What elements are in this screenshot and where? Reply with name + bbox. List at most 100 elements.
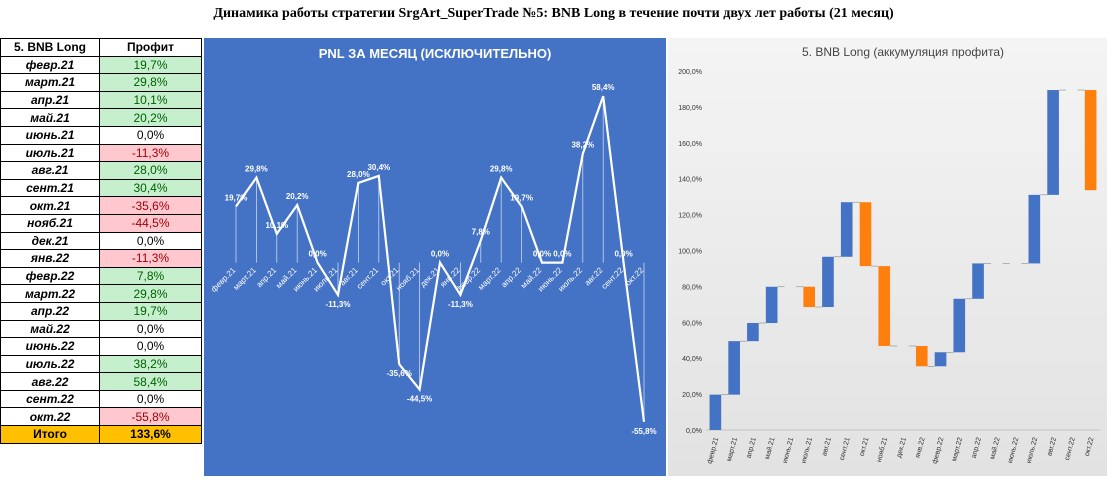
y-tick-label: 160,0% (678, 141, 702, 148)
month-cell: июль.21 (0, 143, 100, 163)
table-header-row: 5. BNB Long Профит (0, 38, 202, 57)
x-tick-label: февр.21 (209, 265, 238, 294)
profit-cell: -11,3% (99, 143, 202, 163)
profit-table: 5. BNB Long Профит февр.21 19,7% март.21 29… (0, 38, 202, 444)
month-cell: авг.22 (0, 372, 100, 391)
x-tick-label: апр.21 (746, 437, 758, 459)
table-row: февр.22 7,8% (0, 266, 202, 286)
table-row: янв.22 -11,3% (0, 249, 202, 268)
x-tick-label: нояб.21 (875, 436, 889, 463)
x-tick-label: май.21 (763, 436, 777, 460)
data-label: 29,8% (490, 165, 513, 174)
x-tick-label: март.21 (232, 265, 259, 292)
x-tick-label: окт.21 (859, 437, 871, 457)
data-label: 30,4% (367, 163, 390, 172)
table-row: дек.21 0,0% (0, 231, 202, 251)
table-row: сент.22 0,0% (0, 389, 202, 409)
data-label: -44,5% (407, 395, 432, 404)
x-tick-label: февр.21 (707, 437, 721, 465)
month-cell: нояб.21 (0, 213, 100, 233)
pnl-series-line (235, 95, 646, 422)
pnl-line-chart: PNL ЗА МЕСЯЦ (ИСКЛЮЧИТЕЛЬНО) 19,7% февр.21… (204, 38, 666, 476)
x-tick-label: авг.21 (821, 437, 833, 457)
profit-cell: 30,4% (99, 178, 202, 198)
profit-cell: 20,2% (99, 108, 202, 127)
profit-cell: 0,0% (99, 337, 202, 356)
y-tick-label: 60,0% (682, 320, 702, 327)
data-label: 19,7% (510, 193, 533, 202)
accumulation-waterfall-chart: 5. BNB Long (аккумуляция профита) 0,0% 20,… (668, 38, 1107, 476)
y-tick-label: 20,0% (682, 392, 702, 399)
data-label: 20,2% (286, 192, 309, 201)
x-tick-label: июнь.21 (782, 437, 796, 464)
table-row: июль.21 -11,3% (0, 143, 202, 163)
waterfall-bar (859, 202, 872, 267)
waterfall-bar (747, 323, 759, 342)
x-tick-label: май.22 (988, 436, 1002, 460)
profit-cell: 0,0% (99, 231, 202, 251)
waterfall-bar (803, 286, 816, 308)
month-cell: апр.22 (0, 301, 100, 321)
profit-cell: 7,8% (99, 266, 202, 286)
waterfall-bar (765, 286, 778, 324)
x-tick-label: июль.22 (1026, 437, 1040, 464)
month-cell: окт.22 (0, 407, 100, 427)
y-tick-label: 100,0% (678, 249, 702, 256)
data-label: -11,3% (448, 300, 473, 309)
waterfall-bar (1028, 194, 1041, 264)
x-tick-label: дек.21 (896, 437, 908, 459)
profit-cell: -35,6% (99, 196, 202, 215)
chart-title: 5. BNB Long (аккумуляция профита) (802, 45, 1004, 59)
y-tick-label: 120,0% (678, 213, 702, 220)
data-label: 0,0% (431, 250, 449, 259)
waterfall-bar (915, 345, 928, 367)
profit-cell: -55,8% (99, 407, 202, 427)
x-tick-label: окт.22 (624, 265, 646, 287)
x-tick-label: янв.22 (914, 437, 926, 459)
month-cell: окт.21 (0, 196, 100, 215)
table-row: июнь.21 0,0% (0, 125, 202, 145)
data-label: 38,2% (571, 141, 594, 150)
month-cell: март.21 (0, 73, 100, 92)
month-cell: сент.22 (0, 389, 100, 409)
table-row: авг.22 58,4% (0, 372, 202, 391)
waterfall-bar (878, 266, 891, 346)
table-row: авг.21 28,0% (0, 161, 202, 180)
profit-cell: 0,0% (99, 319, 202, 339)
x-tick-label: март.22 (951, 437, 964, 463)
profit-cell: 58,4% (99, 372, 202, 391)
x-tick-label: окт.22 (1084, 437, 1096, 457)
x-tick-label: февр.22 (932, 437, 946, 465)
table-row: сент.21 30,4% (0, 178, 202, 198)
waterfall-bar (1084, 90, 1097, 191)
table-row: май.21 20,2% (0, 108, 202, 127)
profit-cell: 10,1% (99, 90, 202, 110)
page-title: Динамика работы стратегии SrgArt_SuperTr… (213, 6, 894, 21)
table-row: июль.22 38,2% (0, 354, 202, 374)
month-cell: май.21 (0, 108, 100, 127)
data-label: 58,4% (592, 83, 615, 92)
month-cell: февр.22 (0, 266, 100, 286)
chart-title: PNL ЗА МЕСЯЦ (ИСКЛЮЧИТЕЛЬНО) (319, 46, 552, 61)
month-cell: февр.21 (0, 55, 100, 75)
profit-cell: 29,8% (99, 73, 202, 92)
y-tick-label: 80,0% (682, 284, 702, 291)
y-tick-label: 180,0% (678, 105, 702, 112)
data-label: 29,8% (245, 165, 268, 174)
column-header-strategy: 5. BNB Long (0, 38, 100, 57)
data-label: 0,0% (533, 250, 551, 259)
pnl-line-chart-svg: PNL ЗА МЕСЯЦ (ИСКЛЮЧИТЕЛЬНО) 19,7% февр.21… (209, 46, 656, 436)
data-label: -11,3% (326, 300, 351, 309)
x-tick-label: нояб.21 (394, 265, 421, 292)
profit-cell: 38,2% (99, 354, 202, 374)
x-tick-label: апр.22 (971, 437, 983, 459)
profit-cell: -44,5% (99, 213, 202, 233)
profit-cell: 19,7% (99, 301, 202, 321)
month-cell: дек.21 (0, 231, 100, 251)
data-label: 7,8% (472, 227, 490, 236)
data-label: -35,6% (387, 369, 412, 378)
y-tick-label: 40,0% (682, 356, 702, 363)
waterfall-bar (709, 394, 722, 430)
table-row: апр.21 10,1% (0, 90, 202, 110)
waterfall-bar (953, 298, 966, 353)
